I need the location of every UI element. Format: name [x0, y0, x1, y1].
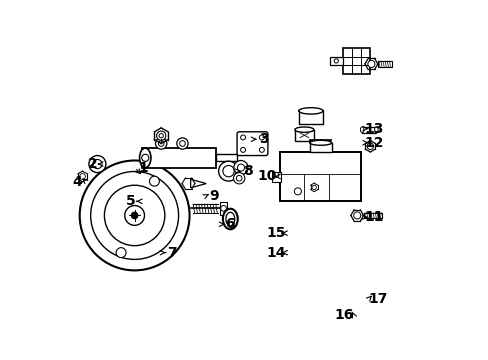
Text: 14: 14	[265, 246, 285, 260]
Bar	[216, 154, 237, 161]
Circle shape	[218, 161, 238, 181]
Bar	[272, 172, 280, 183]
Circle shape	[179, 141, 185, 146]
Circle shape	[366, 143, 373, 149]
Text: 17: 17	[367, 292, 386, 306]
Circle shape	[155, 138, 166, 149]
Bar	[294, 130, 313, 141]
Bar	[363, 213, 381, 218]
Bar	[298, 111, 322, 124]
Text: 1: 1	[138, 161, 148, 175]
Bar	[279, 152, 361, 201]
Text: 8: 8	[243, 164, 252, 178]
Polygon shape	[190, 179, 206, 188]
Circle shape	[116, 248, 126, 257]
Text: 12: 12	[364, 136, 383, 150]
Ellipse shape	[309, 140, 331, 145]
Text: 11: 11	[364, 210, 383, 224]
Bar	[309, 143, 331, 152]
Bar	[362, 127, 376, 132]
Circle shape	[80, 161, 189, 270]
Circle shape	[124, 206, 144, 225]
Circle shape	[220, 206, 226, 211]
Bar	[343, 48, 369, 74]
Ellipse shape	[298, 108, 322, 114]
Circle shape	[233, 161, 247, 175]
Circle shape	[177, 138, 188, 149]
Text: 4: 4	[72, 175, 82, 189]
Circle shape	[89, 156, 106, 172]
Circle shape	[353, 212, 360, 219]
Circle shape	[311, 185, 316, 189]
Text: 5: 5	[125, 194, 135, 208]
Circle shape	[158, 141, 163, 146]
Circle shape	[240, 135, 245, 140]
Text: 13: 13	[364, 122, 383, 136]
FancyBboxPatch shape	[237, 132, 267, 156]
Bar	[142, 148, 216, 168]
Circle shape	[149, 176, 159, 186]
Circle shape	[237, 164, 244, 171]
Ellipse shape	[360, 127, 363, 132]
Bar	[329, 57, 343, 65]
Circle shape	[236, 175, 242, 181]
Ellipse shape	[374, 127, 377, 132]
Circle shape	[80, 174, 85, 179]
Text: 9: 9	[209, 189, 219, 203]
Circle shape	[104, 185, 164, 246]
Text: 10: 10	[257, 170, 277, 184]
Circle shape	[90, 171, 178, 260]
Circle shape	[223, 166, 234, 177]
Ellipse shape	[223, 209, 237, 229]
Circle shape	[367, 60, 374, 68]
Circle shape	[333, 59, 338, 63]
Bar	[219, 202, 227, 215]
Circle shape	[240, 147, 245, 152]
Ellipse shape	[139, 148, 151, 168]
Circle shape	[93, 159, 102, 168]
Text: 15: 15	[265, 226, 285, 240]
Bar	[377, 61, 391, 67]
Circle shape	[259, 135, 264, 140]
Text: 2: 2	[88, 157, 98, 171]
Circle shape	[273, 172, 278, 177]
Text: 16: 16	[334, 308, 353, 322]
Ellipse shape	[294, 127, 313, 132]
Text: 3: 3	[259, 132, 268, 146]
Circle shape	[142, 154, 148, 161]
Circle shape	[131, 212, 138, 219]
Text: 7: 7	[167, 246, 176, 260]
Text: 6: 6	[225, 217, 235, 231]
Circle shape	[156, 131, 165, 140]
Ellipse shape	[225, 212, 234, 226]
Circle shape	[233, 172, 244, 184]
Circle shape	[159, 134, 163, 138]
Circle shape	[294, 188, 301, 195]
Circle shape	[259, 147, 264, 152]
